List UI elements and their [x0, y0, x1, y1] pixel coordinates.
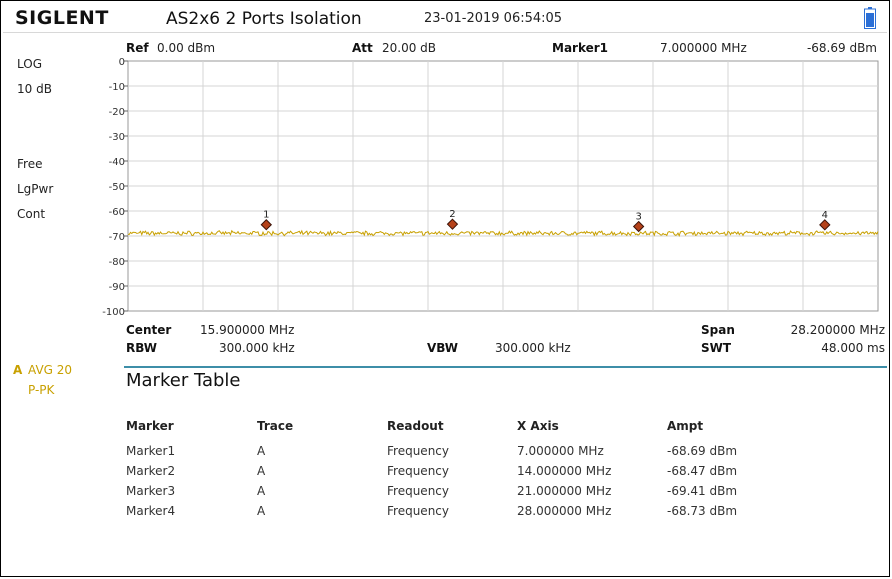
marker-1-label: 1: [263, 210, 269, 221]
trace-a-line: [128, 229, 879, 238]
marker-2-label: 2: [449, 209, 455, 220]
marker-table-cell: -68.47 dBm: [667, 464, 738, 478]
y-tick-label: 0: [119, 57, 125, 68]
header-divider: [3, 32, 887, 33]
screen-title: AS2x6 2 Ports Isolation: [166, 9, 362, 29]
trace-detector: P-PK: [28, 383, 55, 397]
marker-table-header-marker: Marker: [126, 419, 174, 433]
scale-type: LOG: [17, 57, 43, 71]
datetime: 23-01-2019 06:54:05: [424, 11, 563, 26]
marker-readout-label: Marker1: [552, 41, 609, 55]
y-tick-label: -20: [109, 107, 125, 118]
marker-4-diamond: [819, 219, 831, 231]
marker-table-cell: A: [257, 444, 266, 458]
spectrum-plot: 0 -10 -20 -30 -40 -50 -60 -70 -80 -90 -100 1 2 3 4: [102, 57, 879, 318]
marker-4-label: 4: [822, 210, 828, 221]
marker-table-header-x-axis: X Axis: [517, 419, 559, 433]
center-label: Center: [126, 323, 172, 337]
span-label: Span: [701, 323, 735, 337]
att-value: 20.00 dB: [382, 41, 437, 55]
marker-table-divider: [124, 366, 887, 368]
trigger-mode: Free: [17, 157, 43, 171]
y-tick-label: -60: [109, 207, 125, 218]
marker-table-cell: -68.69 dBm: [667, 444, 738, 458]
marker-table-cell: Frequency: [387, 464, 449, 478]
marker-2-diamond: [446, 218, 459, 230]
marker-readout-ampt: -68.69 dBm: [806, 41, 877, 55]
marker-table-cell: A: [257, 504, 266, 518]
brand-logo: SIGLENT: [15, 7, 109, 29]
ref-value: 0.00 dBm: [157, 41, 216, 55]
att-label: Att: [352, 41, 373, 55]
marker-table-cell: -68.73 dBm: [667, 504, 738, 518]
marker-table-cell: A: [257, 464, 266, 478]
marker-table-cell: Marker1: [126, 444, 176, 458]
marker-1-diamond: [260, 219, 273, 231]
marker-table-cell: Marker2: [126, 464, 176, 478]
marker-table-cell: Marker4: [126, 504, 176, 518]
marker-3-diamond: [632, 220, 645, 233]
marker-table-cell: 28.000000 MHz: [517, 504, 612, 518]
marker-table-cell: 7.000000 MHz: [517, 444, 604, 458]
y-tick-label: -40: [109, 157, 125, 168]
y-tick-label: -80: [109, 257, 125, 268]
rbw-value: 300.000 kHz: [219, 341, 295, 355]
marker-table-cell: Frequency: [387, 484, 449, 498]
marker-table-header-readout: Readout: [387, 419, 444, 433]
swt-label: SWT: [701, 341, 732, 355]
marker-table-cell: Frequency: [387, 504, 449, 518]
marker-table-cell: Frequency: [387, 444, 449, 458]
ref-label: Ref: [126, 41, 149, 55]
marker-table-cell: -69.41 dBm: [667, 484, 738, 498]
marker-readout-freq: 7.000000 MHz: [660, 41, 747, 55]
y-tick-label: -10: [109, 82, 125, 93]
vbw-value: 300.000 kHz: [495, 341, 571, 355]
swt-value: 48.000 ms: [821, 341, 885, 355]
marker-table-title: Marker Table: [126, 370, 241, 391]
vbw-label: VBW: [427, 341, 459, 355]
center-value: 15.900000 MHz: [200, 323, 295, 337]
sweep-mode: Cont: [17, 207, 46, 221]
trace-letter: A: [13, 363, 23, 377]
span-value: 28.200000 MHz: [790, 323, 885, 337]
y-tick-label: -90: [109, 282, 125, 293]
y-tick-label: -50: [109, 182, 125, 193]
y-tick-label: -70: [109, 232, 125, 243]
marker-table-header-trace: Trace: [257, 419, 294, 433]
marker-3-label: 3: [635, 212, 641, 223]
marker-table-cell: A: [257, 484, 266, 498]
marker-table-header-ampt: Ampt: [667, 419, 704, 433]
y-tick-label: -30: [109, 132, 125, 143]
marker-table-cell: 14.000000 MHz: [517, 464, 612, 478]
rbw-label: RBW: [126, 341, 157, 355]
trace-average: AVG 20: [28, 363, 73, 377]
scale-div: 10 dB: [17, 82, 52, 96]
detector-mode: LgPwr: [17, 182, 54, 196]
y-tick-label: -100: [102, 307, 125, 318]
battery-icon: [864, 7, 876, 29]
marker-table-cell: Marker3: [126, 484, 176, 498]
marker-table-cell: 21.000000 MHz: [517, 484, 612, 498]
